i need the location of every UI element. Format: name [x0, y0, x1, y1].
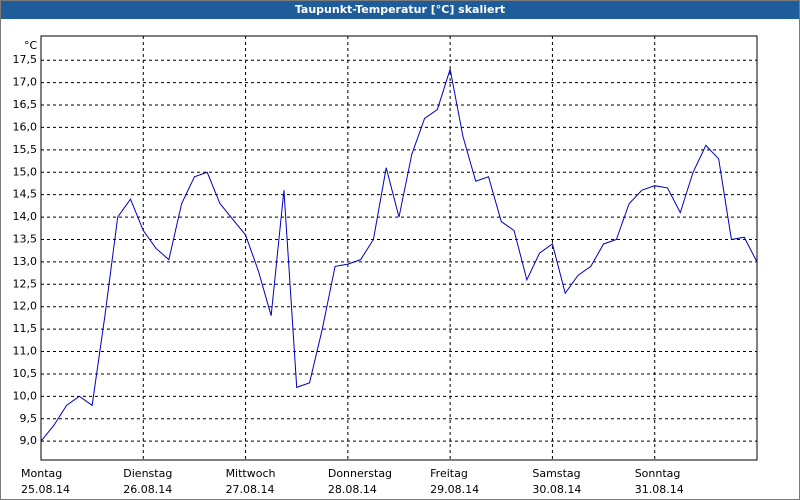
- x-tick-date: 25.08.14: [21, 483, 70, 496]
- unit-label: °C: [24, 39, 38, 52]
- plot-area: [40, 35, 758, 461]
- y-tick-label: 13,0: [13, 255, 38, 268]
- line: [40, 69, 758, 442]
- y-tick-label: 15,0: [13, 165, 38, 178]
- y-tick-label: 10,5: [13, 367, 38, 380]
- chart-title: Taupunkt-Temperatur [°C] skaliert: [295, 3, 505, 16]
- y-tick-label: 14,0: [13, 210, 38, 223]
- y-tick-label: 13,5: [13, 232, 38, 245]
- y-tick-label: 9,5: [20, 412, 38, 425]
- y-tick-label: 17,0: [13, 76, 38, 89]
- x-tick-date: 28.08.14: [328, 483, 377, 496]
- x-tick-date: 27.08.14: [226, 483, 275, 496]
- y-tick-label: 12,5: [13, 277, 38, 290]
- x-tick-date: 30.08.14: [532, 483, 581, 496]
- y-tick-label: 11,5: [13, 322, 38, 335]
- y-tick-label: 17,5: [13, 53, 38, 66]
- x-tick-weekday: Donnerstag: [328, 467, 392, 480]
- y-tick-label: 10,0: [13, 389, 38, 402]
- x-tick-weekday: Samstag: [532, 467, 580, 480]
- y-tick-label: 16,0: [13, 120, 38, 133]
- y-tick-label: 14,5: [13, 188, 38, 201]
- x-tick-weekday: Dienstag: [123, 467, 172, 480]
- x-tick-date: 31.08.14: [635, 483, 684, 496]
- x-tick-weekday: Freitag: [430, 467, 468, 480]
- y-tick-label: 12,0: [13, 300, 38, 313]
- x-tick-date: 29.08.14: [430, 483, 479, 496]
- x-tick-weekday: Sonntag: [635, 467, 681, 480]
- y-tick-label: 11,0: [13, 345, 38, 358]
- x-tick-weekday: Mittwoch: [226, 467, 276, 480]
- x-tick-date: 26.08.14: [123, 483, 172, 496]
- x-tick-weekday: Montag: [21, 467, 62, 480]
- y-tick-label: 9,0: [20, 434, 38, 447]
- y-tick-label: 15,5: [13, 143, 38, 156]
- y-tick-label: 16,5: [13, 98, 38, 111]
- title-bar: [0, 0, 800, 19]
